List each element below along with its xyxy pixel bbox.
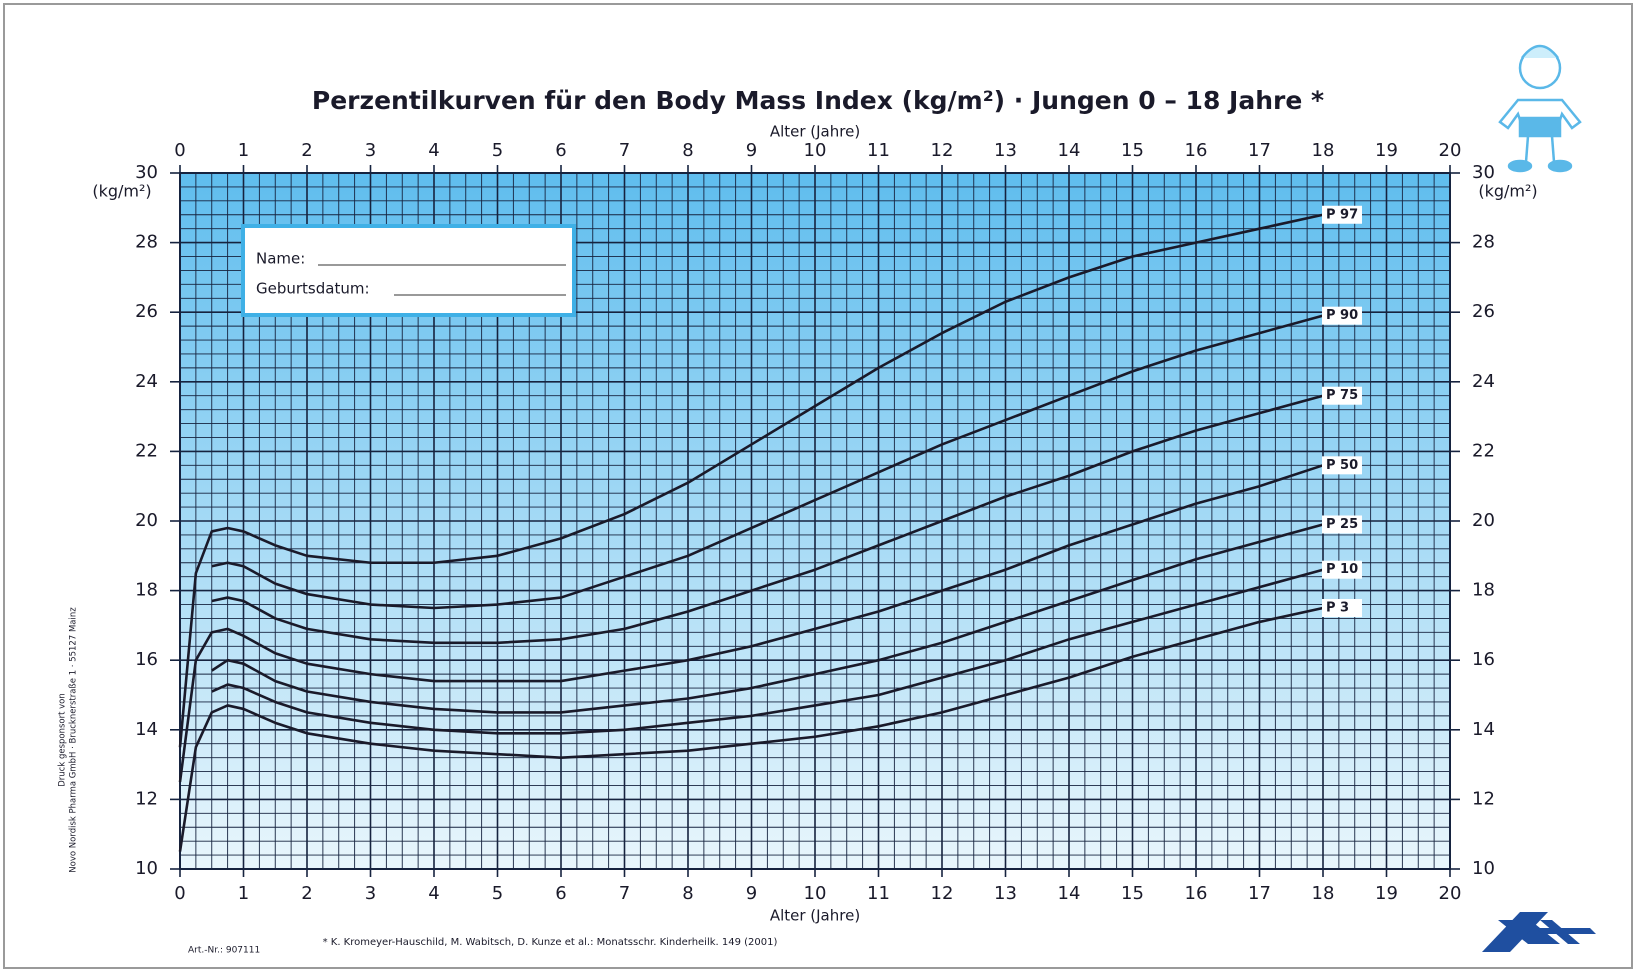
y-tick-label: 22 [135, 440, 158, 461]
x-tick-label: 19 [1375, 883, 1398, 904]
form-frame [243, 226, 574, 315]
x-tick-label: 5 [492, 883, 503, 904]
x-tick-label: 16 [1185, 883, 1208, 904]
curve-label: P 97 [1326, 207, 1358, 222]
x-tick-label: 8 [682, 140, 693, 161]
x-tick-label: 8 [682, 883, 693, 904]
footnote: * K. Kromeyer-Hauschild, M. Wabitsch, D.… [323, 937, 778, 948]
x-tick-label: 1 [238, 140, 249, 161]
x-tick-label: 3 [365, 883, 376, 904]
y-tick-label: 30 [1472, 162, 1495, 183]
y-tick-label: 22 [1472, 440, 1495, 461]
curve-label: P 25 [1326, 517, 1358, 532]
y-tick-label: 10 [135, 858, 158, 879]
x-tick-label: 13 [994, 883, 1017, 904]
x-tick-label: 1 [238, 883, 249, 904]
y-axis-label: (kg/m²) [1478, 182, 1537, 201]
x-tick-label: 12 [931, 883, 954, 904]
x-tick-label: 0 [174, 140, 185, 161]
y-tick-label: 20 [135, 510, 158, 531]
x-tick-label: 4 [428, 140, 439, 161]
x-tick-label: 12 [931, 140, 954, 161]
x-tick-label: 6 [555, 140, 566, 161]
article-number: Art.-Nr.: 907111 [188, 946, 260, 956]
form-label: Name: [256, 250, 305, 268]
x-tick-label: 2 [301, 883, 312, 904]
x-tick-label: 6 [555, 883, 566, 904]
y-tick-label: 26 [1472, 301, 1495, 322]
x-tick-label: 17 [1248, 140, 1271, 161]
x-axis-label: Alter (Jahre) [770, 907, 860, 925]
curve-label: P 10 [1326, 562, 1358, 577]
x-tick-label: 14 [1058, 883, 1081, 904]
y-tick-label: 10 [1472, 858, 1495, 879]
y-tick-label: 26 [135, 301, 158, 322]
x-tick-label: 10 [804, 140, 827, 161]
x-tick-label: 9 [746, 883, 757, 904]
x-tick-label: 16 [1185, 140, 1208, 161]
chart-title: Perzentilkurven für den Body Mass Index … [312, 86, 1324, 115]
y-tick-label: 24 [1472, 371, 1495, 392]
y-tick-label: 28 [135, 232, 158, 253]
x-tick-label: 20 [1439, 140, 1462, 161]
curve-label: P 50 [1326, 458, 1358, 473]
y-tick-label: 24 [135, 371, 158, 392]
form-label: Geburtsdatum: [256, 280, 370, 298]
x-tick-label: 7 [619, 883, 630, 904]
sponsor-line: Druck gesponsort von [58, 693, 68, 787]
y-tick-label: 12 [1472, 788, 1495, 809]
chart: Perzentilkurven für den Body Mass Index … [0, 0, 1636, 972]
x-tick-label: 17 [1248, 883, 1271, 904]
x-tick-label: 3 [365, 140, 376, 161]
y-tick-label: 14 [135, 719, 158, 740]
x-tick-label: 2 [301, 140, 312, 161]
y-tick-label: 30 [135, 162, 158, 183]
x-tick-label: 18 [1312, 140, 1335, 161]
x-tick-label: 20 [1439, 883, 1462, 904]
y-tick-label: 20 [1472, 510, 1495, 531]
curve-label: P 90 [1326, 308, 1358, 323]
x-tick-label: 19 [1375, 140, 1398, 161]
y-tick-label: 16 [1472, 649, 1495, 670]
x-tick-label: 18 [1312, 883, 1335, 904]
y-tick-label: 18 [1472, 580, 1495, 601]
x-tick-label: 4 [428, 883, 439, 904]
form-box: Name: Geburtsdatum: [243, 226, 574, 315]
y-tick-label: 28 [1472, 232, 1495, 253]
x-tick-label: 9 [746, 140, 757, 161]
x-tick-label: 14 [1058, 140, 1081, 161]
x-tick-label: 11 [867, 140, 890, 161]
x-tick-label: 11 [867, 883, 890, 904]
x-tick-label: 13 [994, 140, 1017, 161]
x-tick-label: 15 [1121, 140, 1144, 161]
y-tick-label: 18 [135, 580, 158, 601]
x-tick-label: 0 [174, 883, 185, 904]
x-tick-label: 5 [492, 140, 503, 161]
x-axis-label: Alter (Jahre) [770, 123, 860, 141]
y-tick-label: 14 [1472, 719, 1495, 740]
x-tick-label: 15 [1121, 883, 1144, 904]
curve-label: P 75 [1326, 388, 1358, 403]
curve-label: P 3 [1326, 601, 1349, 616]
x-tick-label: 7 [619, 140, 630, 161]
sponsor-line: Novo Nordisk Pharma GmbH · Brucknerstraß… [69, 607, 79, 873]
y-axis-label: (kg/m²) [92, 182, 151, 201]
y-tick-label: 16 [135, 649, 158, 670]
x-tick-label: 10 [804, 883, 827, 904]
y-tick-label: 12 [135, 788, 158, 809]
